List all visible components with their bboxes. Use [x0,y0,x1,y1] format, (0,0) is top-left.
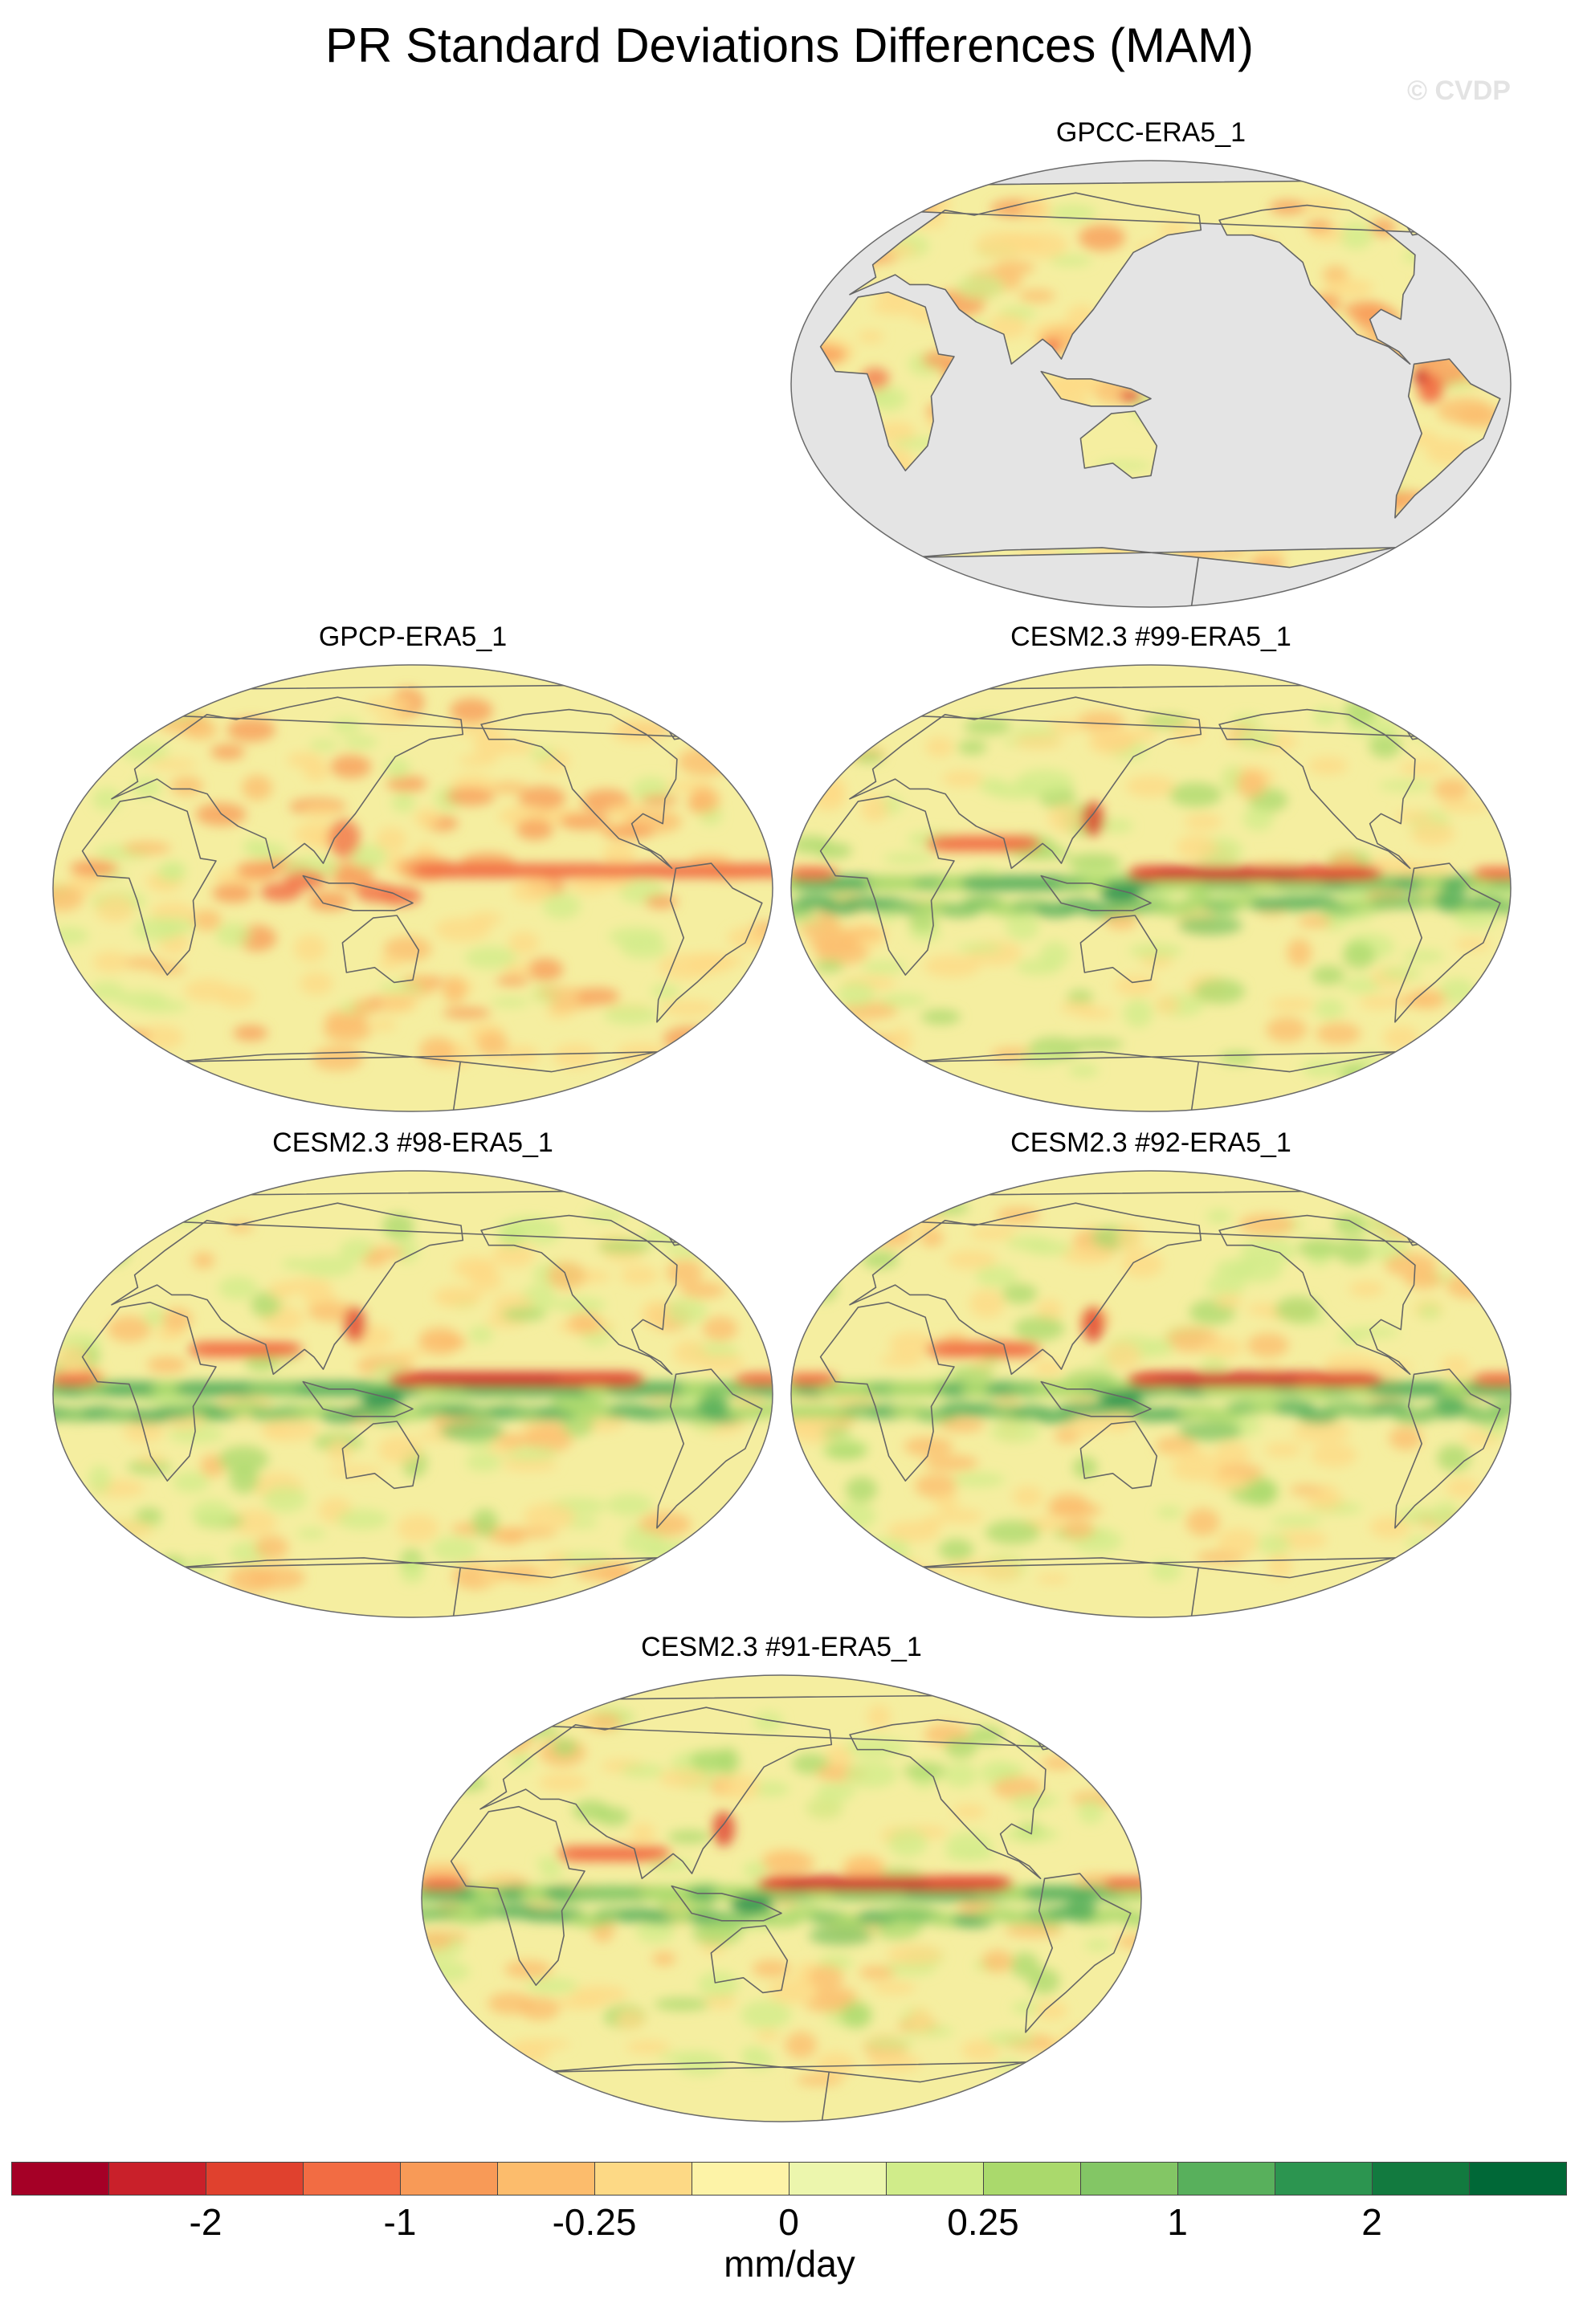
map-panel-cesm-92: CESM2.3 #92-ERA5_1 [790,1127,1512,1618]
colorbar-tick-label: 1 [1167,2201,1188,2243]
colorbar-swatch [1080,2162,1178,2196]
colorbar-swatch [594,2162,692,2196]
world-map [421,1674,1142,2122]
panel-title: CESM2.3 #99-ERA5_1 [1010,622,1291,652]
colorbar-tick-label: 0.25 [947,2201,1019,2243]
world-map [790,160,1512,608]
panel-title: GPCC-ERA5_1 [1055,117,1246,148]
colorbar-swatch [206,2162,304,2196]
colorbar-swatch [108,2162,206,2196]
panel-title: CESM2.3 #98-ERA5_1 [272,1127,553,1158]
world-map [790,664,1512,1112]
map-panel-cesm-98: CESM2.3 #98-ERA5_1 [51,1127,774,1618]
colorbar-tick-label: -2 [189,2201,222,2243]
map-panel-gpcc: GPCC-ERA5_1 [790,117,1512,608]
map-panel-gpcp: GPCP-ERA5_1 [51,622,774,1112]
colorbar-tick-label: 2 [1361,2201,1382,2243]
figure-title: PR Standard Deviations Differences (MAM) [325,18,1254,72]
panel-title: CESM2.3 #91-ERA5_1 [641,1632,922,1662]
colorbar-swatch [1275,2162,1373,2196]
colorbar-swatch [303,2162,401,2196]
colorbar-swatch [11,2162,109,2196]
colorbar-swatch [886,2162,984,2196]
colorbar [11,2162,1567,2196]
panel-title: CESM2.3 #92-ERA5_1 [1010,1127,1291,1158]
colorbar-swatch [692,2162,790,2196]
colorbar-tick-label: 0 [778,2201,799,2243]
world-map [790,1170,1512,1618]
world-map [52,664,773,1112]
colorbar-tick-label: -0.25 [552,2201,637,2243]
colorbar-tick-label: -1 [383,2201,417,2243]
colorbar-units: mm/day [724,2243,855,2285]
colorbar-swatch [983,2162,1081,2196]
colorbar-swatch [1469,2162,1567,2196]
map-panel-cesm-99: CESM2.3 #99-ERA5_1 [790,622,1512,1112]
cvdp-watermark: © CVDP [1407,75,1511,106]
panel-title: GPCP-ERA5_1 [318,622,508,652]
colorbar-swatch [1372,2162,1470,2196]
world-map [52,1170,773,1618]
colorbar-swatch [497,2162,595,2196]
colorbar-swatch [1177,2162,1275,2196]
colorbar-swatch [400,2162,498,2196]
map-panel-cesm-91: CESM2.3 #91-ERA5_1 [420,1632,1143,2122]
colorbar-swatch [789,2162,887,2196]
